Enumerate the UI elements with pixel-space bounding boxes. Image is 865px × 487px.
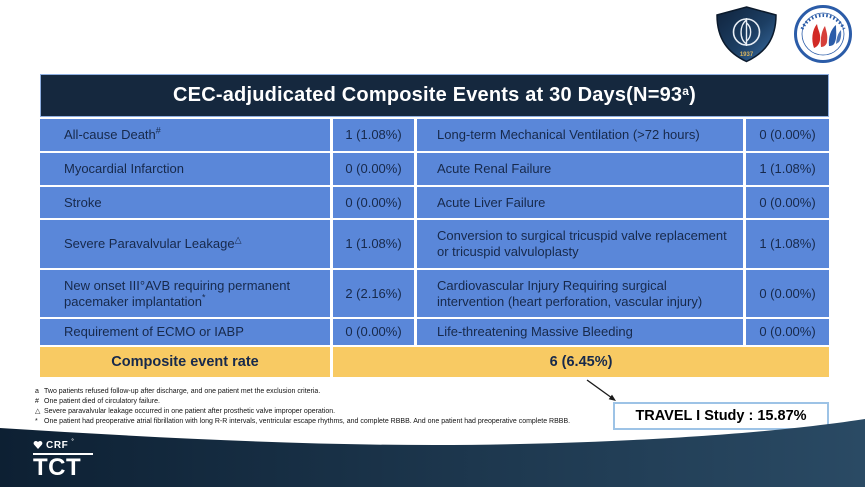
events-rows: All-cause Death# 1 (1.08%) Long-term Mecha… [40, 119, 829, 345]
event-label: Acute Renal Failure [417, 153, 743, 185]
event-count: 0 (0.00%) [746, 270, 829, 317]
event-count: 1 (1.08%) [333, 220, 414, 268]
event-label: Requirement of ECMO or IABP [40, 319, 330, 345]
travel-study-label: TRAVEL I Study : 15.87% [635, 408, 807, 424]
ring-text-arc [800, 13, 846, 30]
event-count: 1 (1.08%) [746, 220, 829, 268]
event-label: Life-threatening Massive Bleeding [417, 319, 743, 345]
crf-heart-icon [33, 441, 43, 449]
event-count: 0 (0.00%) [333, 319, 414, 345]
composite-value: 6 (6.45%) [333, 347, 829, 377]
table-title: CEC-adjudicated Composite Events at 30 D… [40, 74, 829, 117]
table-row: Myocardial Infarction 0 (0.00%) Acute Rena… [40, 153, 829, 185]
composite-row: Composite event rate 6 (6.45%) [40, 347, 829, 377]
event-label: Acute Liver Failure [417, 187, 743, 218]
footnote-line: * One patient had preoperative atrial fib… [35, 418, 571, 425]
table-row: Severe Paravalvular Leakage△ 1 (1.08%) Con… [40, 220, 829, 268]
footer-wave [0, 419, 865, 487]
crf-wordmark: CRF ° [33, 439, 93, 451]
event-count: 1 (1.08%) [333, 119, 414, 151]
event-label: Stroke [40, 187, 330, 218]
footnote-line: △ Severe paravalvular leakage occurred in… [35, 408, 336, 415]
event-count: 0 (0.00%) [333, 153, 414, 185]
tct-divider [33, 453, 93, 455]
events-table: CEC-adjudicated Composite Events at 30 D… [40, 74, 829, 377]
tct-label: TCT [33, 454, 82, 481]
event-count: 0 (0.00%) [746, 319, 829, 345]
shield-year-label: 1937 [740, 52, 754, 58]
table-row: Requirement of ECMO or IABP 0 (0.00%) Life… [40, 319, 829, 345]
event-label: All-cause Death# [40, 119, 330, 151]
table-title-text: CEC-adjudicated Composite Events at 30 D… [173, 84, 683, 106]
event-label: Conversion to surgical tricuspid valve r… [417, 220, 743, 268]
event-count: 0 (0.00%) [746, 187, 829, 218]
event-count: 1 (1.08%) [746, 153, 829, 185]
footnote-line: # One patient died of circulatory failure… [35, 398, 160, 405]
event-label: New onset III°AVB requiring permanent pa… [40, 270, 330, 317]
table-row: Stroke 0 (0.00%) Acute Liver Failure 0 (0.0… [40, 187, 829, 218]
hospital-shield-logo: 1937 [716, 6, 777, 63]
event-count: 0 (0.00%) [746, 119, 829, 151]
event-label: Cardiovascular Injury Requiring surgical… [417, 270, 743, 317]
event-count: 2 (2.16%) [333, 270, 414, 317]
crf-label: CRF [46, 440, 69, 451]
event-label: Myocardial Infarction [40, 153, 330, 185]
travel-study-callout: TRAVEL I Study : 15.87% [613, 402, 829, 430]
footnote-line: a Two patients refused follow-up after di… [35, 388, 321, 395]
event-count: 0 (0.00%) [333, 187, 414, 218]
footnotes: a Two patients refused follow-up after di… [35, 387, 635, 427]
table-row: New onset III°AVB requiring permanent pa… [40, 270, 829, 317]
crf-tct-logo: CRF ° TCT [33, 439, 93, 481]
event-label: Severe Paravalvular Leakage△ [40, 220, 330, 268]
composite-label: Composite event rate [40, 347, 330, 377]
research-center-logo [794, 5, 852, 63]
event-label: Long-term Mechanical Ventilation (>72 ho… [417, 119, 743, 151]
table-row: All-cause Death# 1 (1.08%) Long-term Mecha… [40, 119, 829, 151]
